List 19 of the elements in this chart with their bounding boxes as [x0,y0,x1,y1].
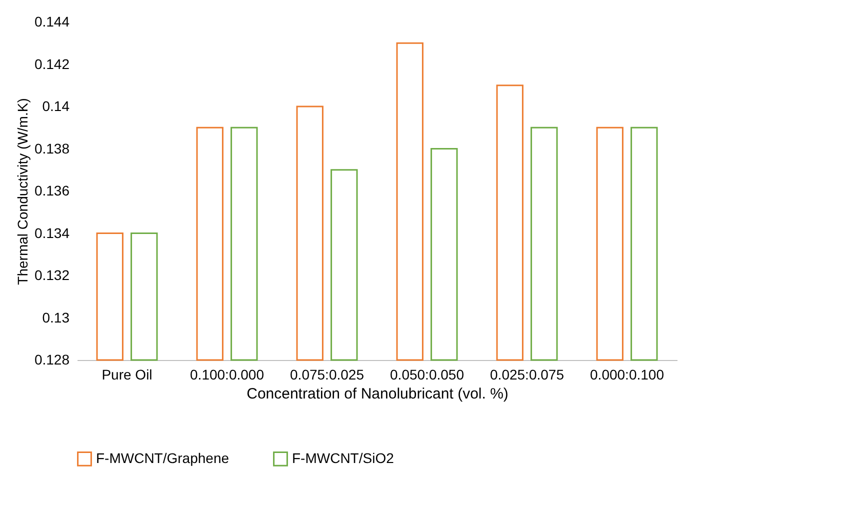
y-tick-label: 0.144 [34,14,70,30]
x-tick-label: 0.075:0.025 [290,366,364,382]
y-tick-label: 0.128 [34,352,70,368]
legend-label: F-MWCNT/Graphene [96,450,230,466]
y-tick-label: 0.136 [34,182,70,198]
x-tick-label: Pure Oil [102,366,152,382]
y-tick-label: 0.13 [42,309,70,326]
x-tick-label: 0.000:0.100 [590,366,664,382]
y-axis-title: Thermal Conductivity (W/m.K) [14,98,30,285]
legend-label: F-MWCNT/SiO2 [292,450,394,466]
x-tick-label: 0.100:0.000 [190,366,264,382]
y-tick-label: 0.142 [34,56,70,72]
x-tick-label: 0.050:0.050 [390,366,464,382]
x-axis-title: Concentration of Nanolubricant (vol. %) [246,386,508,402]
y-tick-label: 0.132 [34,267,70,283]
y-tick-label: 0.134 [34,224,70,241]
x-tick-label: 0.025:0.075 [490,366,564,382]
y-tick-label: 0.14 [42,98,70,114]
y-tick-label: 0.138 [34,140,70,156]
